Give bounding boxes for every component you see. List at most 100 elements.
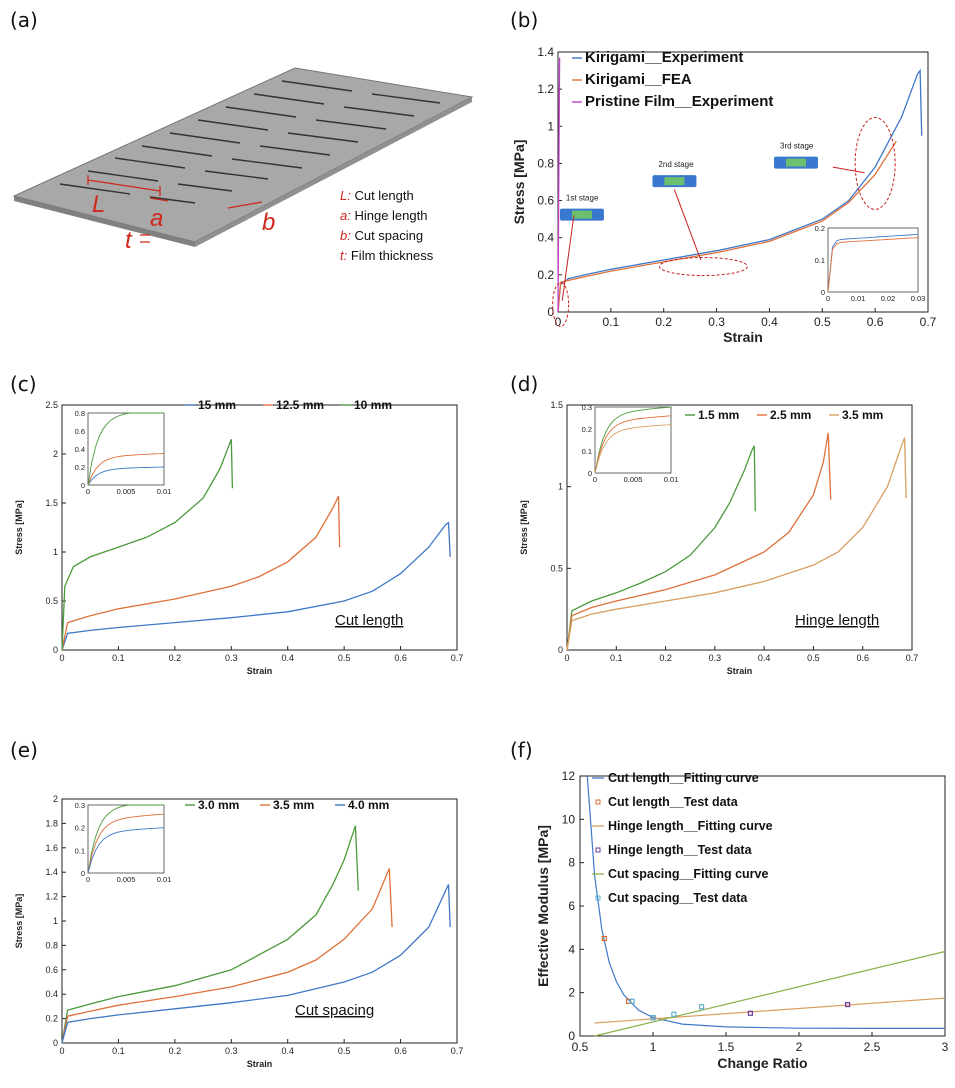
x-tick-label: 1.5 [718, 1040, 735, 1054]
x-tick-label: 0.6 [867, 315, 884, 329]
panel-label-c: (c) [10, 372, 37, 396]
inset-y-tick-label: 0.3 [582, 403, 592, 412]
dim-symbol-t: t [125, 227, 133, 254]
y-tick-label: 2 [53, 449, 58, 459]
legend-entry: 15 mm [198, 398, 236, 412]
y-tick-label: 1.6 [45, 843, 58, 853]
y-tick-label: 1.5 [550, 400, 563, 410]
stage-film-icon-inner [664, 177, 685, 186]
legend-entry: Kirigami__FEA [585, 71, 692, 88]
x-tick-label: 0.3 [709, 653, 722, 663]
inset-x-tick-label: 0.005 [624, 475, 643, 484]
inset-x-tick-label: 0.01 [851, 294, 866, 303]
x-tick-label: 0.5 [807, 653, 820, 663]
x-tick-label: 0.6 [394, 653, 407, 663]
series-line-2 [557, 140, 897, 313]
y-tick-label: 2 [53, 794, 58, 804]
inset-x-tick-label: 0.01 [157, 487, 172, 496]
chart-c: 0 0.1 0.2 0.3 0.4 0.5 0.6 0.7 0 0.5 1 1.5 2 2.5 Strain… [14, 398, 464, 676]
legend-entry: Hinge length__Test data [608, 843, 753, 857]
x-tick-label: 0.1 [112, 1046, 125, 1056]
chart-e: 0 0.1 0.2 0.3 0.4 0.5 0.6 0.7 0 0.2 0.4 0.6 0.8 1 1.2 1… [14, 794, 463, 1069]
inset-series-line-2 [87, 453, 165, 486]
y-tick-label: 0.4 [537, 231, 554, 245]
legend-entry: Pristine Film__Experiment [585, 93, 773, 110]
x-tick-label: 0.4 [281, 1046, 294, 1056]
dim-symbol-L: L [92, 191, 105, 218]
x-tick-label: 0.7 [451, 653, 464, 663]
legend-entry: 3.0 mm [198, 798, 239, 812]
inset-y-tick-label: 0.1 [815, 256, 825, 265]
stage-ellipse [658, 257, 748, 276]
series-line-1 [61, 825, 359, 1044]
x-tick-label: 0.1 [610, 653, 623, 663]
y-axis-label: Stress [MPa] [14, 500, 24, 555]
plot-area [557, 51, 929, 313]
x-tick-label: 1 [650, 1040, 657, 1054]
x-tick-label: 0.7 [906, 653, 919, 663]
y-tick-label: 0.2 [537, 268, 554, 282]
x-axis-label: Strain [723, 329, 763, 345]
x-tick-label: 0.3 [708, 315, 725, 329]
y-tick-label: 1.4 [537, 45, 554, 59]
inset-y-tick-label: 0 [821, 288, 825, 297]
plot-area [61, 404, 458, 651]
y-tick-label: 0 [547, 305, 554, 319]
chart-f: 0.5 1 1.5 2 2.5 3 0 2 4 6 8 10 12 Change Ratio Effecti… [535, 769, 949, 1071]
stage-pointer [561, 215, 575, 301]
legend-entry: 3.5 mm [842, 408, 883, 422]
y-tick-label: 1.5 [45, 498, 58, 508]
legend-entry: Cut spacing__Fitting curve [608, 867, 768, 881]
inset-y-tick-label: 0.2 [815, 224, 825, 233]
x-tick-label: 0 [564, 653, 569, 663]
x-axis-label: Strain [247, 666, 273, 676]
legend-entry: Cut length__Test data [608, 795, 739, 809]
legend-entry: 12.5 mm [276, 398, 324, 412]
inset-y-tick-label: 0.2 [75, 463, 85, 472]
x-tick-label: 0.4 [758, 653, 771, 663]
x-tick-label: 0.6 [856, 653, 869, 663]
dimension-legend: L: Cut length a: Hinge length b: Cut spa… [340, 186, 433, 266]
y-tick-label: 0.6 [537, 194, 554, 208]
y-tick-label: 12 [562, 769, 576, 783]
x-tick-label: 2.5 [864, 1040, 881, 1054]
series-line-2 [61, 495, 341, 651]
y-tick-label: 2 [568, 986, 575, 1000]
y-tick-label: 1.2 [45, 892, 58, 902]
legend-entry: 1.5 mm [698, 408, 739, 422]
inset-x-tick-label: 0 [86, 875, 90, 884]
y-tick-label: 0.8 [537, 156, 554, 170]
stage-ellipse [854, 116, 896, 210]
legend-swatch [595, 895, 601, 901]
y-tick-label: 0 [53, 645, 58, 655]
chart-d: 0 0.1 0.2 0.3 0.4 0.5 0.6 0.7 0 0.5 1 1.5 Strain Stre… [519, 400, 919, 676]
dim-symbol-b: b [262, 209, 275, 236]
series-line-1 [557, 68, 923, 313]
film-side-edge [195, 97, 472, 247]
legend-entry: Cut spacing__Test data [608, 891, 748, 905]
test-data-point [650, 1014, 656, 1021]
x-tick-label: 0.5 [572, 1040, 589, 1054]
inset-y-tick-label: 0 [81, 481, 85, 490]
panel-label-b: (b) [510, 8, 539, 32]
y-tick-label: 1.4 [45, 867, 58, 877]
panel-caption: Cut length [335, 612, 403, 629]
inset-x-tick-label: 0 [593, 475, 597, 484]
stage-label: 1st stage [566, 194, 599, 203]
x-tick-label: 0.1 [603, 315, 620, 329]
legend-entry: 4.0 mm [348, 798, 389, 812]
inset-x-tick-label: 0 [826, 294, 830, 303]
y-tick-label: 0 [568, 1029, 575, 1043]
x-tick-label: 0.2 [655, 315, 672, 329]
x-axis-label: Change Ratio [717, 1055, 807, 1071]
y-tick-label: 0.2 [45, 1014, 58, 1024]
film-front-edge [14, 196, 195, 247]
x-tick-label: 0.5 [338, 653, 351, 663]
panel-label-d: (d) [510, 372, 539, 396]
test-data-point [671, 1011, 677, 1017]
x-axis-label: Strain [727, 666, 753, 676]
inset-x-tick-label: 0 [86, 487, 90, 496]
stage-ellipse [552, 282, 570, 328]
plot-area [579, 775, 946, 1037]
x-tick-label: 0.6 [394, 1046, 407, 1056]
